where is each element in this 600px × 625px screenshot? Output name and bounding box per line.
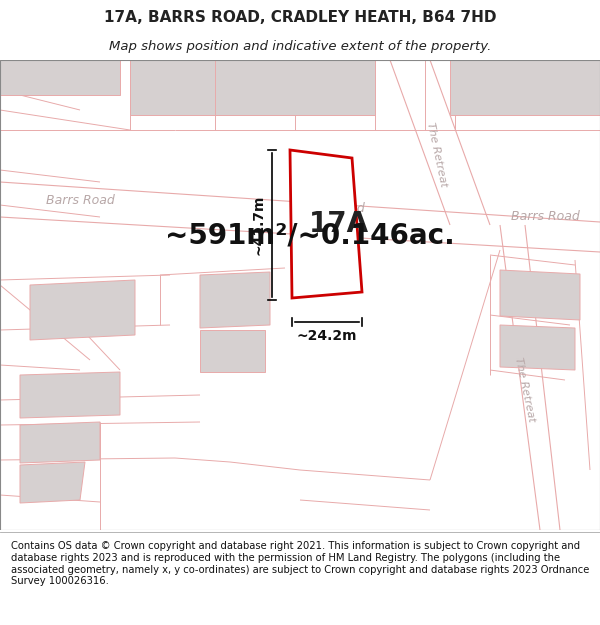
Text: 17A, BARRS ROAD, CRADLEY HEATH, B64 7HD: 17A, BARRS ROAD, CRADLEY HEATH, B64 7HD: [104, 11, 496, 26]
Polygon shape: [20, 422, 100, 463]
Polygon shape: [200, 330, 265, 372]
Polygon shape: [500, 325, 575, 370]
Text: ~591m²/~0.146ac.: ~591m²/~0.146ac.: [165, 221, 455, 249]
Polygon shape: [0, 60, 600, 225]
Text: Barrs Road: Barrs Road: [46, 194, 115, 206]
Text: The Retreat: The Retreat: [513, 357, 537, 423]
Polygon shape: [20, 372, 120, 418]
Text: ~41.7m: ~41.7m: [251, 195, 265, 255]
Text: 17A: 17A: [309, 211, 369, 239]
Polygon shape: [290, 150, 362, 298]
Text: Map shows position and indicative extent of the property.: Map shows position and indicative extent…: [109, 40, 491, 53]
Polygon shape: [430, 60, 540, 530]
Polygon shape: [500, 270, 580, 320]
Polygon shape: [0, 180, 600, 255]
Text: ~24.2m: ~24.2m: [297, 329, 357, 343]
Polygon shape: [215, 60, 375, 115]
Polygon shape: [390, 60, 490, 255]
Text: Barrs Road: Barrs Road: [296, 201, 364, 214]
Polygon shape: [0, 60, 120, 95]
Polygon shape: [130, 60, 295, 115]
Text: The Retreat: The Retreat: [425, 122, 449, 188]
Polygon shape: [450, 60, 600, 115]
Polygon shape: [20, 462, 85, 503]
Text: Barrs Road: Barrs Road: [511, 211, 580, 224]
Text: Contains OS data © Crown copyright and database right 2021. This information is : Contains OS data © Crown copyright and d…: [11, 541, 589, 586]
Polygon shape: [200, 272, 270, 328]
Polygon shape: [30, 280, 135, 340]
